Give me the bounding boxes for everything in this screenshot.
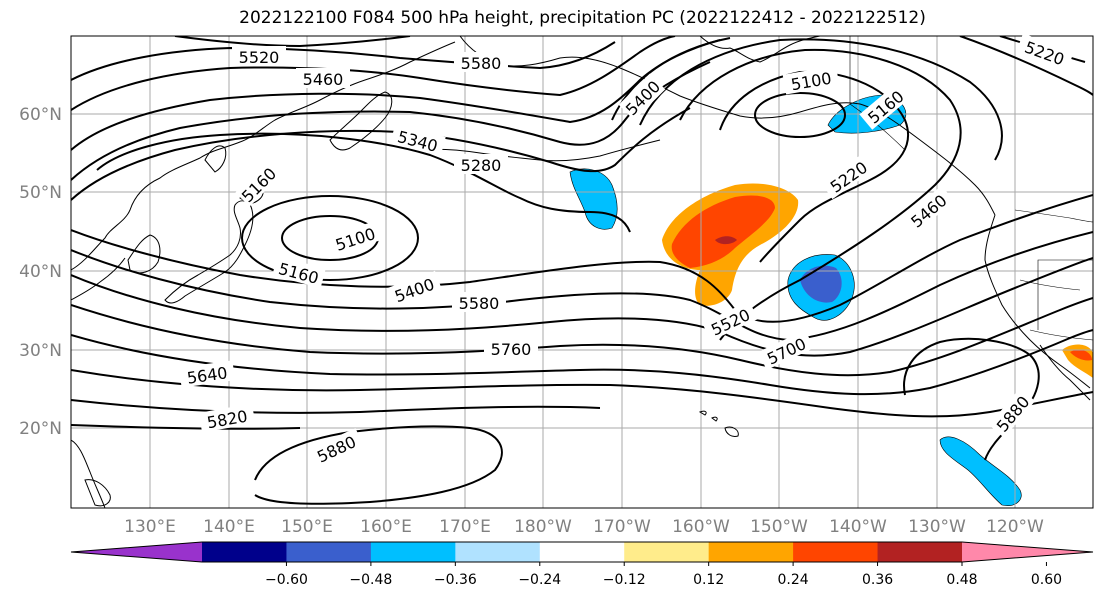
precip-negative-core (800, 265, 842, 303)
colorbar-tick-label: 0.60 (1031, 572, 1062, 588)
colorbar-outline (70, 541, 1094, 563)
colorbar-extension-high (962, 542, 1093, 562)
colorbar-segment (708, 542, 794, 562)
contour-label: 5280 (461, 156, 502, 175)
lon-label: 130°E (124, 517, 176, 537)
colorbar-segment (877, 542, 963, 562)
colorbar-segment (793, 542, 879, 562)
lat-label: 40°N (19, 262, 62, 282)
colorbar-segment (286, 542, 372, 562)
colorbar-segment (624, 542, 710, 562)
lon-label: 140°W (829, 517, 887, 537)
lat-label: 60°N (19, 105, 62, 125)
colorbar-segment (370, 542, 456, 562)
contour-label: 5580 (459, 294, 500, 313)
colorbar-tick-label: 0.24 (778, 572, 809, 588)
latitude-labels: 60°N 50°N 40°N 30°N 20°N (19, 105, 62, 439)
lon-label: 180°W (514, 517, 572, 537)
precip-negative-area (939, 436, 1022, 506)
colorbar-tick-label: 0.36 (862, 572, 893, 588)
colorbar: −0.60 −0.48 −0.36 −0.24 −0.12 0.12 0.24 0.36 0.4… (70, 541, 1094, 588)
colorbar-tick-label: −0.60 (265, 572, 308, 588)
lon-label: 130°W (908, 517, 966, 537)
colorbar-tick-label: −0.36 (434, 572, 477, 588)
colorbar-segment (539, 542, 625, 562)
lon-label: 150°E (281, 517, 333, 537)
colorbar-extension-low (71, 542, 202, 562)
lon-label: 160°E (360, 517, 412, 537)
precip-positive-core (671, 195, 775, 268)
contour-label: 5760 (491, 340, 532, 359)
lon-label: 170°E (439, 517, 491, 537)
longitude-labels: 130°E 140°E 150°E 160°E 170°E 180°W 170°… (124, 517, 1044, 537)
lon-label: 120°W (986, 517, 1044, 537)
contour-label: 5460 (303, 70, 344, 89)
colorbar-tick-label: −0.12 (603, 572, 646, 588)
lon-label: 160°W (672, 517, 730, 537)
political-borders (849, 36, 1093, 341)
colorbar-tick-label: −0.24 (518, 572, 561, 588)
precip-max-core (715, 236, 737, 245)
lat-label: 20°N (19, 419, 62, 439)
lon-label: 170°W (593, 517, 651, 537)
map-title: 2022122100 F084 500 hPa height, precipit… (239, 8, 926, 28)
colorbar-tick-label: −0.48 (349, 572, 392, 588)
lon-label: 140°E (203, 517, 255, 537)
map-frame (70, 35, 1094, 509)
coastlines (71, 36, 1091, 508)
colorbar-segment (202, 542, 287, 562)
lat-label: 50°N (19, 183, 62, 203)
colorbar-segment (455, 542, 541, 562)
lon-label: 150°W (750, 517, 808, 537)
contour-label: 5580 (461, 54, 502, 73)
colorbar-tick-label: 0.12 (693, 572, 724, 588)
lat-label: 30°N (19, 341, 62, 361)
height-contours (71, 36, 1093, 505)
contour-label: 5520 (239, 48, 280, 67)
precip-positive-core (1070, 349, 1092, 361)
colorbar-tick-label: 0.48 (946, 572, 977, 588)
